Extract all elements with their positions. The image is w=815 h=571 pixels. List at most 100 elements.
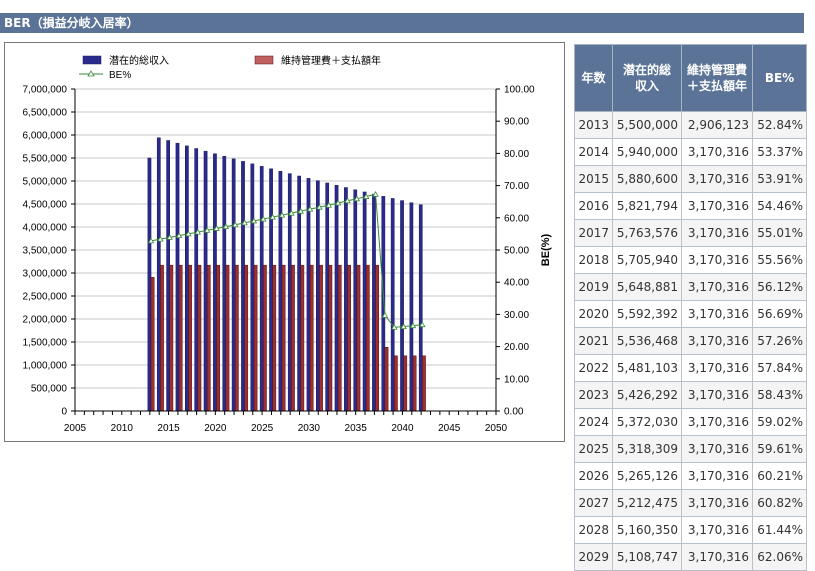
data-table: 年数 潜在的総収入 維持管理費＋支払額年 BE% 2013 5,500,000 2,… [574,44,807,571]
cell-potential-income: 5,880,600 [612,165,682,193]
cell-be-percent: 60.82% [752,489,807,517]
cell-maintenance: 3,170,316 [681,219,753,247]
bar-maintenance [319,264,323,412]
x-tick-label: 2035 [345,423,368,434]
cell-potential-income: 5,592,392 [612,300,682,328]
cell-year: 2024 [574,408,613,436]
cell-maintenance: 3,170,316 [681,543,753,571]
y-right-tick-label: 60.00 [504,213,529,224]
bar-maintenance [197,264,202,412]
cell-maintenance: 3,170,316 [681,192,753,220]
cell-year: 2028 [574,516,613,544]
cell-maintenance: 3,170,316 [681,300,753,328]
be-percent-point [147,237,155,244]
y-left-tick-label: 500,000 [31,384,68,395]
be-percent-point [409,322,417,329]
be-percent-point [250,217,258,224]
bar-potential-income [353,189,358,412]
x-tick-label: 2005 [64,423,87,434]
cell-potential-income: 5,940,000 [612,138,682,166]
bar-potential-income [203,150,208,412]
y-right-tick-label: 30.00 [504,310,529,321]
be-percent-point [288,209,295,216]
bar-potential-income [259,166,264,412]
bar-potential-income [175,142,180,412]
cell-be-percent: 56.69% [752,300,807,328]
y-right-tick-label: 70.00 [504,181,529,192]
bar-maintenance [150,277,155,412]
table-row: 2017 5,763,576 3,170,316 55.01% [574,219,807,247]
section-header: BER（損益分岐入居率） [0,13,804,33]
y-right-tick-label: 40.00 [504,278,529,289]
cell-year: 2021 [574,327,613,355]
x-tick-label: 2020 [204,423,227,434]
be-percent-point [260,215,267,222]
bar-maintenance [253,264,258,412]
cell-year: 2015 [574,165,613,193]
bar-potential-income [390,198,395,412]
cell-maintenance: 3,170,316 [681,354,753,382]
bar-maintenance [206,264,211,412]
bar-maintenance [216,264,220,412]
cell-be-percent: 53.91% [752,165,807,193]
table-row: 2014 5,940,000 3,170,316 53.37% [574,138,807,166]
bar-potential-income [241,161,245,412]
cell-potential-income: 5,318,309 [612,435,682,463]
bar-maintenance [394,355,398,412]
cell-maintenance: 3,170,316 [681,246,753,274]
table-row: 2021 5,536,468 3,170,316 57.26% [574,327,807,355]
bar-potential-income [344,187,348,412]
table-row: 2020 5,592,392 3,170,316 56.69% [574,300,807,328]
y-left-tick-label: 5,500,000 [23,154,68,165]
be-percent-point [185,230,192,237]
cell-year: 2019 [574,273,613,301]
table-row: 2028 5,160,350 3,170,316 61.44% [574,516,807,544]
be-percent-point [363,193,370,199]
cell-potential-income: 5,160,350 [612,516,682,544]
cell-year: 2023 [574,381,613,409]
be-percent-point [278,211,286,218]
legend-label-potential-income: 潜在的総収入 [109,54,169,67]
be-percent-point [194,228,202,235]
y-left-tick-label: 5,000,000 [23,177,68,188]
x-tick-label: 2030 [298,423,321,434]
bar-potential-income [315,180,320,412]
y-left-tick-label: 1,000,000 [23,361,68,372]
cell-maintenance: 3,170,316 [681,489,753,517]
y-right-tick-label: 90.00 [504,117,529,128]
cell-be-percent: 54.46% [752,192,807,220]
bar-maintenance [337,264,342,412]
cell-potential-income: 5,500,000 [612,111,682,139]
cell-be-percent: 52.84% [752,111,807,139]
table-row: 2026 5,265,126 3,170,316 60.21% [574,462,807,490]
cell-maintenance: 3,170,316 [681,138,753,166]
cell-be-percent: 56.12% [752,273,807,301]
bar-maintenance [356,264,361,412]
cell-maintenance: 3,170,316 [681,435,753,463]
cell-maintenance: 3,170,316 [681,408,753,436]
be-percent-point [232,221,239,228]
cell-potential-income: 5,481,103 [612,354,682,382]
bar-potential-income [372,193,376,412]
cell-year: 2027 [574,489,613,517]
x-tick-label: 2015 [157,423,180,434]
cell-year: 2014 [574,138,613,166]
bar-potential-income [287,173,292,412]
bar-maintenance [272,264,277,412]
bar-maintenance [309,264,314,412]
bar-potential-income [325,182,330,412]
be-percent-point [297,207,304,214]
table-row: 2027 5,212,475 3,170,316 60.82% [574,489,807,517]
y-left-tick-label: 2,000,000 [23,315,68,326]
bar-maintenance [422,355,426,412]
header-be-percent: BE% [752,44,807,112]
legend-swatch-maintenance [254,55,274,65]
table-row: 2029 5,108,747 3,170,316 62.06% [574,543,807,571]
cell-maintenance: 3,170,316 [681,462,753,490]
be-percent-point [166,234,173,240]
legend-swatch-potential-income [82,55,102,65]
x-tick-label: 2045 [438,423,461,434]
be-percent-point [316,203,323,210]
bar-potential-income [222,156,227,412]
be-percent-point [334,199,342,206]
